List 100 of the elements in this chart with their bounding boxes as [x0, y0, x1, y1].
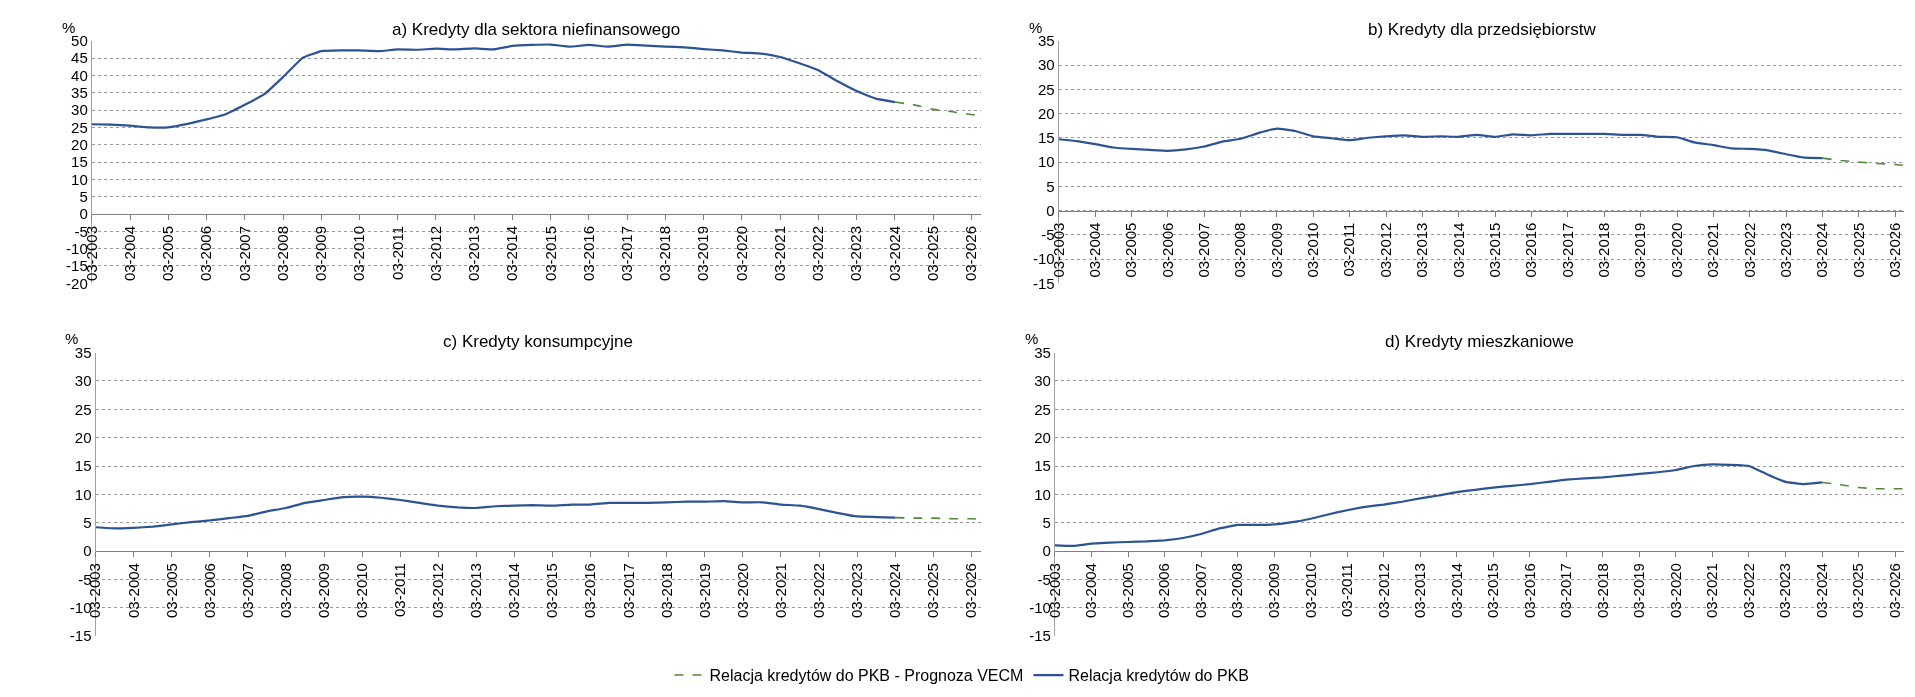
x-tick-label: 03-2014 [1449, 222, 1467, 278]
line-series [91, 43, 896, 129]
x-tick-label: 03-2009 [1267, 222, 1285, 278]
x-tick-label: 03-2018 [1593, 563, 1611, 619]
x-tick-label: 03-2007 [235, 226, 253, 282]
x-tick-label: 03-2017 [619, 563, 637, 619]
x-tick-label: 03-2023 [847, 226, 865, 282]
x-tick-label: 03-2007 [1195, 222, 1213, 278]
y-tick-label: 25 [1038, 80, 1055, 98]
y-tick-label: 25 [74, 400, 92, 418]
y-tick-label: 30 [74, 372, 92, 390]
chart-title: d) Kredyty mieszkaniowe [1385, 332, 1574, 351]
y-tick-label: 5 [83, 513, 92, 531]
x-tick-label: 03-2016 [581, 563, 599, 619]
x-tick-label: 03-2015 [1485, 222, 1503, 278]
y-tick-label: -10 [66, 239, 88, 257]
y-tick-label: 20 [1038, 104, 1055, 122]
y-tick-label: 30 [1034, 372, 1051, 390]
x-tick-label: 03-2006 [1155, 563, 1173, 619]
x-tick-label: 03-2023 [1776, 222, 1794, 278]
y-tick-label: 10 [1034, 485, 1051, 503]
y-tick-label: 15 [74, 457, 92, 475]
y-tick-label: 15 [71, 153, 88, 171]
x-tick-label: 03-2005 [162, 563, 180, 619]
y-tick-label: 30 [71, 101, 88, 119]
y-tick-label: 15 [1034, 457, 1051, 475]
y-tick-label: 45 [71, 49, 88, 67]
x-tick-label: 03-2026 [962, 226, 980, 282]
y-tick-label: 20 [71, 135, 88, 153]
y-tick-label: 5 [79, 187, 88, 205]
x-tick-label: 03-2008 [273, 226, 291, 282]
x-tick-label: 03-2020 [1666, 563, 1684, 619]
x-tick-label: 03-2018 [1595, 222, 1613, 278]
y-tick-label: 0 [79, 205, 88, 223]
chart-title: a) Kredyty dla sektora niefinansowego [392, 20, 681, 39]
x-tick-label: 03-2020 [1667, 222, 1685, 278]
y-tick-label: 20 [1034, 428, 1051, 446]
x-tick-label: 03-2012 [429, 563, 447, 619]
x-tick-label: 03-2010 [1301, 563, 1319, 619]
x-tick-label: 03-2024 [1813, 222, 1831, 278]
x-tick-label: 03-2016 [1520, 563, 1538, 619]
x-tick-label: 03-2019 [694, 226, 712, 282]
x-tick-label: 03-2025 [923, 226, 941, 282]
x-tick-label: 03-2019 [1631, 222, 1649, 278]
x-tick-label: 03-2004 [124, 563, 142, 619]
y-tick-label: -5 [74, 222, 88, 240]
x-tick-label: 03-2014 [503, 226, 521, 282]
y-tick-label: 0 [83, 542, 92, 560]
x-tick-label: 03-2011 [391, 563, 409, 617]
x-tick-label: 03-2008 [1231, 222, 1249, 278]
line-series [1054, 463, 1824, 548]
x-tick-label: 03-2015 [1484, 563, 1502, 619]
x-tick-label: 03-2005 [159, 226, 177, 282]
x-tick-label: 03-2022 [1740, 222, 1758, 278]
x-tick-label: 03-2016 [579, 226, 597, 282]
x-tick-label: 03-2021 [771, 563, 789, 619]
x-tick-label: 03-2016 [1522, 222, 1540, 278]
x-tick-label: 03-2006 [1158, 222, 1176, 278]
x-tick-label: 03-2005 [1118, 563, 1136, 619]
x-tick-label: 03-2004 [120, 226, 138, 282]
x-tick-label: 03-2026 [1886, 222, 1904, 278]
x-tick-label: 03-2009 [1265, 563, 1283, 619]
x-tick-label: 03-2013 [1413, 222, 1431, 278]
y-tick-label: 15 [1038, 129, 1055, 147]
x-tick-label: 03-2011 [388, 226, 406, 280]
y-tick-label: 10 [71, 170, 88, 188]
x-tick-label: 03-2006 [200, 563, 218, 619]
y-tick-label: -15 [69, 627, 92, 645]
line-series [1821, 481, 1905, 490]
x-tick-label: 03-2023 [1776, 563, 1794, 619]
x-tick-label: 03-2012 [1376, 222, 1394, 278]
y-tick-label: 0 [1046, 201, 1055, 219]
y-tick-label: 5 [1046, 177, 1055, 195]
x-tick-label: 03-2004 [1086, 222, 1104, 278]
y-tick-label: 0 [1042, 542, 1051, 560]
x-tick-label: 03-2007 [238, 563, 256, 619]
x-tick-label: 03-2010 [350, 226, 368, 282]
y-tick-label: 5 [1042, 513, 1051, 531]
x-tick-label: 03-2009 [314, 563, 332, 619]
x-tick-label: 03-2021 [1703, 563, 1721, 619]
x-tick-label: 03-2018 [657, 563, 675, 619]
x-tick-label: 03-2018 [656, 226, 674, 282]
chart-title: b) Kredyty dla przedsiębiorstw [1368, 20, 1597, 39]
x-tick-label: 03-2022 [809, 226, 827, 282]
x-tick-label: 03-2015 [541, 226, 559, 282]
x-tick-label: 03-2025 [924, 563, 942, 619]
x-tick-label: 03-2020 [732, 226, 750, 282]
x-tick-label: 03-2022 [1739, 563, 1757, 619]
x-tick-label: 03-2013 [1411, 563, 1429, 619]
line-series [1058, 127, 1824, 160]
y-tick-label: -5 [1037, 570, 1051, 588]
y-tick-label: -10 [1033, 250, 1055, 268]
legend-label: Relacja kredytów do PKB [1068, 667, 1249, 685]
x-tick-label: 03-2015 [543, 563, 561, 619]
y-tick-label: 20 [74, 428, 92, 446]
x-tick-label: 03-2023 [847, 563, 865, 619]
x-tick-label: 03-2019 [695, 563, 713, 619]
x-tick-label: 03-2019 [1630, 563, 1648, 619]
x-tick-label: 03-2017 [1557, 563, 1575, 619]
x-tick-label: 03-2013 [467, 563, 485, 619]
